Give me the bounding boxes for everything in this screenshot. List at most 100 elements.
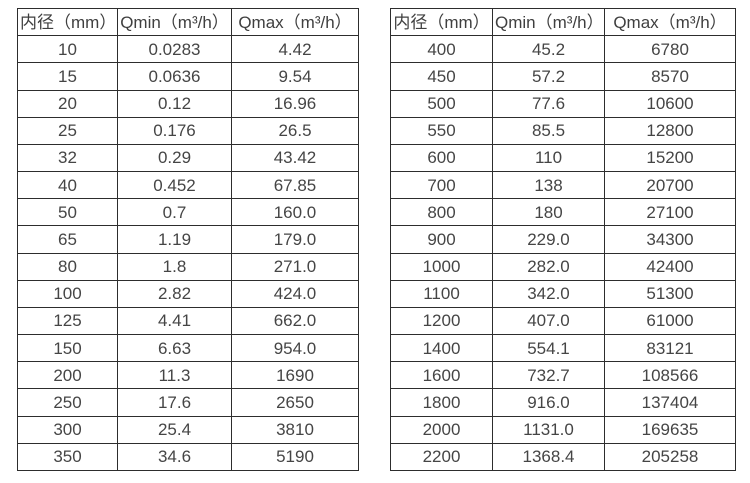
table-cell: 34.6 [117, 442, 232, 472]
table-row: 150 6.63 954.0 [17, 334, 359, 363]
table-cell: 0.0636 [117, 62, 232, 91]
table-cell: 0.176 [117, 116, 232, 145]
table-cell: 2.82 [117, 279, 232, 308]
table-cell: 125 [17, 306, 118, 336]
table-cell: 2200 [390, 442, 493, 472]
table-row: 15 0.0636 9.54 [17, 62, 359, 91]
table-cell: 12800 [604, 116, 736, 145]
table-row: 1400 554.1 83121 [390, 334, 736, 363]
table-row: 2200 1368.4 205258 [390, 442, 736, 472]
table-cell: 550 [390, 116, 493, 145]
table-cell: 1131.0 [492, 415, 605, 444]
table-row: 900 229.0 34300 [390, 225, 736, 254]
table-row: 300 25.4 3810 [17, 415, 359, 444]
table-header-cell: Qmin（m³/h） [117, 7, 232, 37]
table-cell: 5190 [231, 442, 359, 472]
table-cell: 42400 [604, 252, 736, 281]
table-row: 2000 1131.0 169635 [390, 415, 736, 444]
table-cell: 1400 [390, 334, 493, 363]
table-cell: 1600 [390, 361, 493, 390]
table-cell: 179.0 [231, 225, 359, 254]
table-cell: 0.0283 [117, 35, 232, 64]
table-cell: 500 [390, 89, 493, 118]
table-cell: 67.85 [231, 171, 359, 200]
table-cell: 300 [17, 415, 118, 444]
table-row: 100 2.82 424.0 [17, 279, 359, 308]
table-cell: 2650 [231, 388, 359, 417]
table-row: 80 1.8 271.0 [17, 252, 359, 281]
table-row: 65 1.19 179.0 [17, 225, 359, 254]
flow-range-table-small-diameters: 内径（mm） Qmin（m³/h） Qmax（m³/h） 10 0.0283 4.42 15… [17, 7, 359, 472]
table-cell: 800 [390, 198, 493, 227]
table-row: 400 45.2 6780 [390, 35, 736, 64]
table-cell: 45.2 [492, 35, 605, 64]
table-cell: 407.0 [492, 306, 605, 336]
table-header-cell: 内径（mm） [17, 7, 118, 37]
table-cell: 662.0 [231, 306, 359, 336]
table-cell: 1.8 [117, 252, 232, 281]
table-row: 1100 342.0 51300 [390, 279, 736, 308]
table-body: 内径（mm） Qmin（m³/h） Qmax（m³/h） 10 0.0283 4.42 15… [17, 7, 359, 472]
table-cell: 160.0 [231, 198, 359, 227]
flow-range-table-large-diameters: 内径（mm） Qmin（m³/h） Qmax（m³/h） 400 45.2 6780 450… [390, 7, 736, 472]
table-cell: 600 [390, 143, 493, 173]
table-cell: 110 [492, 143, 605, 173]
table-cell: 1100 [390, 279, 493, 308]
table-row: 50 0.7 160.0 [17, 198, 359, 227]
table-cell: 80 [17, 252, 118, 281]
table-cell: 85.5 [492, 116, 605, 145]
table-cell: 1.19 [117, 225, 232, 254]
table-row: 1800 916.0 137404 [390, 388, 736, 417]
table-cell: 10 [17, 35, 118, 64]
table-header-cell: Qmax（m³/h） [604, 7, 736, 37]
table-row: 40 0.452 67.85 [17, 171, 359, 200]
table-cell: 205258 [604, 442, 736, 472]
table-row: 550 85.5 12800 [390, 116, 736, 145]
table-header-cell: Qmax（m³/h） [231, 7, 359, 37]
table-cell: 4.42 [231, 35, 359, 64]
table-cell: 0.7 [117, 198, 232, 227]
table-row: 200 11.3 1690 [17, 361, 359, 390]
table-row: 1000 282.0 42400 [390, 252, 736, 281]
table-body: 内径（mm） Qmin（m³/h） Qmax（m³/h） 400 45.2 6780 450… [390, 7, 736, 472]
table-cell: 150 [17, 334, 118, 363]
table-cell: 20700 [604, 171, 736, 200]
table-cell: 137404 [604, 388, 736, 417]
table-cell: 282.0 [492, 252, 605, 281]
table-cell: 424.0 [231, 279, 359, 308]
table-cell: 50 [17, 198, 118, 227]
table-cell: 51300 [604, 279, 736, 308]
table-row: 450 57.2 8570 [390, 62, 736, 91]
table-cell: 10600 [604, 89, 736, 118]
table-cell: 400 [390, 35, 493, 64]
table-cell: 25 [17, 116, 118, 145]
table-cell: 108566 [604, 361, 736, 390]
table-cell: 1200 [390, 306, 493, 336]
table-cell: 26.5 [231, 116, 359, 145]
table-cell: 16.96 [231, 89, 359, 118]
table-row: 10 0.0283 4.42 [17, 35, 359, 64]
table-cell: 342.0 [492, 279, 605, 308]
table-row: 600 110 15200 [390, 143, 736, 173]
table-cell: 15 [17, 62, 118, 91]
table-cell: 9.54 [231, 62, 359, 91]
table-row: 1600 732.7 108566 [390, 361, 736, 390]
table-cell: 83121 [604, 334, 736, 363]
table-header-row: 内径（mm） Qmin（m³/h） Qmax（m³/h） [17, 7, 359, 37]
table-cell: 450 [390, 62, 493, 91]
table-header-cell: Qmin（m³/h） [492, 7, 605, 37]
table-cell: 554.1 [492, 334, 605, 363]
table-row: 700 138 20700 [390, 171, 736, 200]
table-cell: 8570 [604, 62, 736, 91]
table-cell: 11.3 [117, 361, 232, 390]
table-cell: 1000 [390, 252, 493, 281]
table-cell: 0.29 [117, 143, 232, 173]
table-cell: 32 [17, 143, 118, 173]
table-cell: 20 [17, 89, 118, 118]
table-cell: 6.63 [117, 334, 232, 363]
table-cell: 700 [390, 171, 493, 200]
table-cell: 0.12 [117, 89, 232, 118]
table-cell: 954.0 [231, 334, 359, 363]
table-cell: 916.0 [492, 388, 605, 417]
